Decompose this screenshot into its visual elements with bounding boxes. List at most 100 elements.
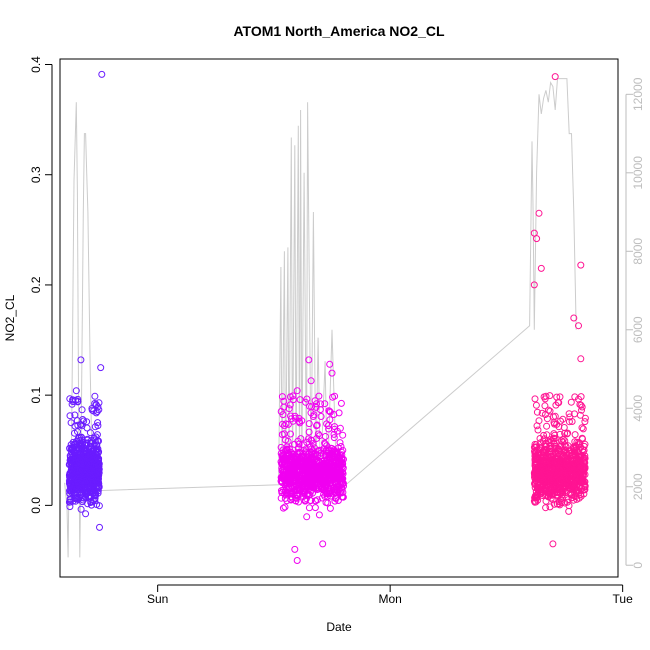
data-point: [317, 413, 325, 420]
data-point: [285, 451, 293, 459]
data-point: [577, 492, 585, 500]
data-point: [78, 477, 86, 485]
y2-tick-label: 6000: [631, 316, 645, 343]
data-point: [554, 457, 562, 465]
data-point: [66, 457, 74, 465]
data-point: [571, 393, 579, 401]
data-point: [79, 478, 87, 486]
data-point: [547, 450, 555, 458]
data-point: [575, 395, 582, 403]
data-point: [565, 410, 573, 418]
data-point: [309, 413, 317, 420]
data-point: [326, 407, 334, 415]
data-point: [287, 415, 295, 423]
data-point: [555, 446, 563, 454]
data-point: [541, 402, 549, 410]
data-point: [281, 503, 289, 511]
y2-tick-label: 0: [631, 562, 645, 569]
data-point: [82, 510, 90, 518]
data-point: [73, 452, 81, 460]
data-point: [74, 479, 82, 487]
data-point: [544, 493, 552, 501]
data-point: [286, 478, 294, 486]
data-point: [77, 356, 85, 364]
data-point: [326, 360, 334, 368]
data-point: [286, 393, 294, 401]
data-point: [325, 425, 333, 433]
data-point: [74, 397, 82, 405]
data-point: [280, 455, 287, 463]
data-point: [551, 484, 559, 491]
data-point: [565, 418, 573, 426]
data-point: [303, 513, 311, 521]
data-point: [279, 504, 287, 512]
data-point: [581, 418, 589, 426]
data-point: [331, 485, 339, 493]
data-point: [89, 497, 97, 505]
data-point: [331, 497, 339, 505]
data-point: [280, 422, 288, 430]
data-point: [307, 448, 315, 456]
data-point: [71, 422, 79, 430]
data-point: [68, 449, 75, 457]
data-point: [74, 434, 82, 442]
x-tick-label: Sun: [147, 592, 168, 606]
data-point: [581, 414, 589, 422]
data-point: [94, 419, 102, 427]
data-point: [556, 430, 564, 438]
data-point: [533, 235, 541, 243]
data-point: [305, 435, 312, 443]
data-point: [534, 426, 542, 434]
y-tick-label: 0.1: [29, 386, 43, 403]
points-layer: [65, 70, 589, 564]
data-point: [579, 464, 587, 472]
data-point: [531, 395, 539, 403]
data-point: [301, 496, 309, 504]
data-point: [571, 492, 579, 500]
data-point: [78, 422, 86, 430]
data-point: [278, 393, 286, 401]
data-point: [578, 478, 586, 486]
data-point: [331, 476, 339, 483]
data-point: [572, 457, 580, 465]
data-point: [315, 463, 323, 471]
data-point: [87, 461, 95, 468]
data-point: [66, 503, 74, 511]
data-point: [331, 392, 339, 400]
data-point: [94, 437, 101, 445]
data-point: [555, 399, 563, 407]
data-point: [295, 483, 303, 491]
data-point: [323, 484, 331, 492]
data-point: [551, 458, 559, 466]
x-axis-label: Date: [326, 620, 352, 634]
data-point: [569, 479, 577, 487]
data-point: [580, 454, 588, 462]
data-point: [577, 463, 585, 471]
data-point: [538, 489, 546, 497]
y-tick-label: 0.4: [29, 56, 43, 73]
data-point: [300, 489, 308, 496]
data-point: [306, 461, 314, 469]
data-point: [278, 431, 286, 438]
data-point: [94, 473, 102, 481]
data-point: [298, 417, 306, 425]
data-point: [559, 415, 567, 423]
data-point: [551, 73, 559, 81]
data-point: [557, 417, 564, 425]
data-point: [577, 261, 585, 269]
data-point: [564, 468, 572, 476]
data-point: [95, 502, 103, 510]
data-point: [291, 473, 299, 481]
data-point: [575, 438, 583, 446]
data-point: [538, 409, 546, 417]
data-point: [328, 369, 336, 377]
data-point: [339, 431, 347, 439]
data-point: [315, 392, 323, 400]
data-point: [305, 356, 313, 364]
data-point: [543, 431, 551, 439]
data-point: [574, 487, 582, 495]
data-point: [549, 540, 557, 548]
y2-tick-label: 8000: [631, 238, 645, 265]
data-point: [292, 497, 300, 505]
